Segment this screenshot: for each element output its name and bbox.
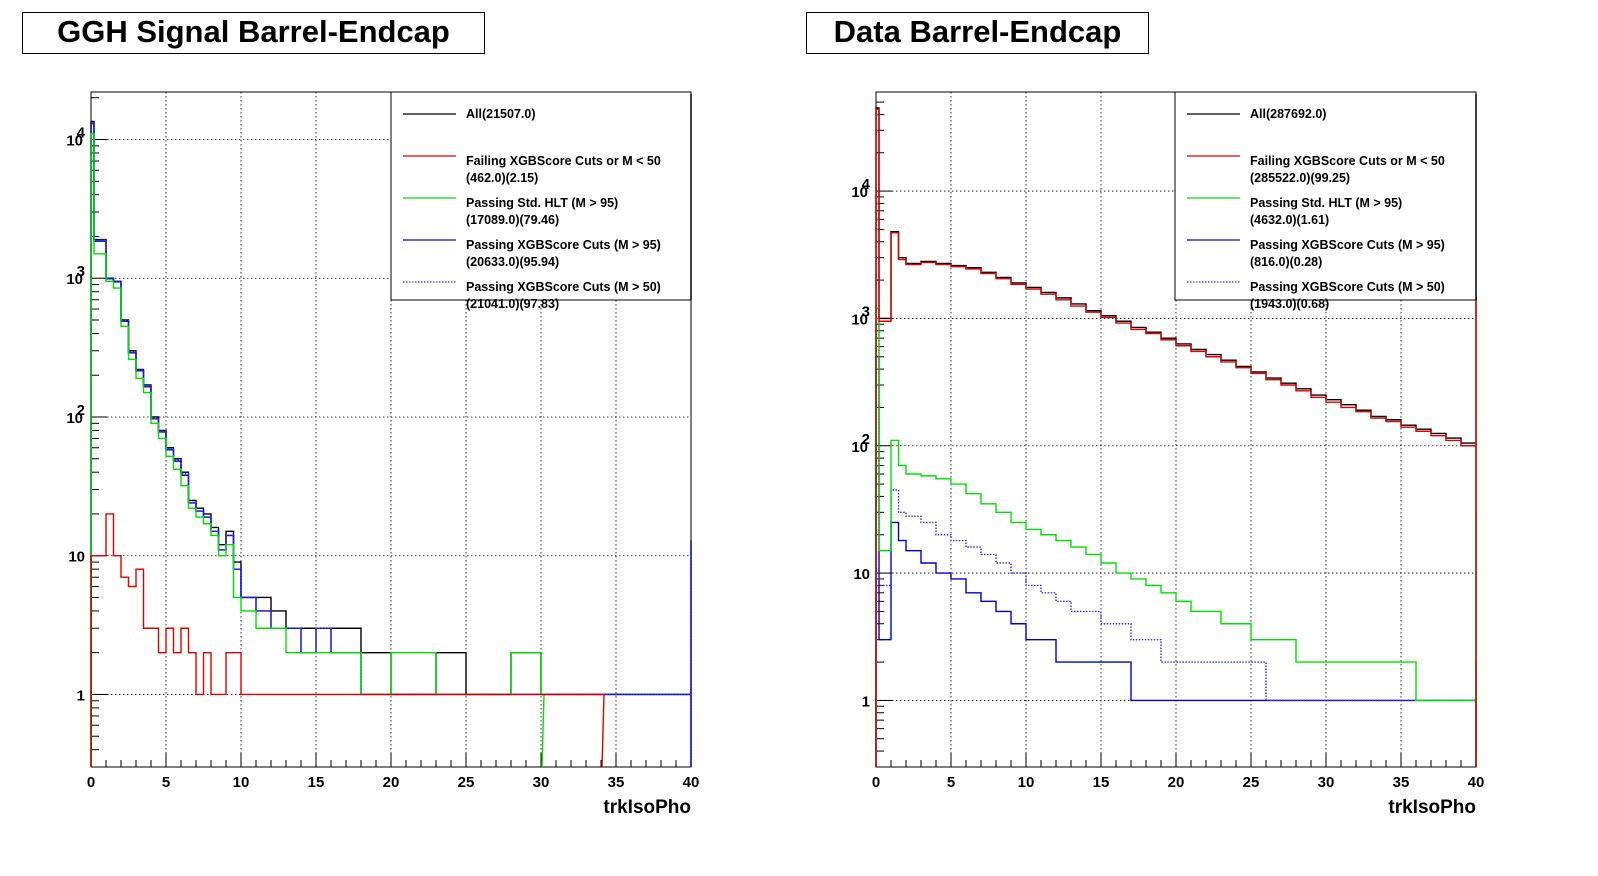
- x-tick-label: 15: [308, 774, 325, 791]
- y-tick-label: 10: [853, 566, 870, 583]
- legend-entry-count: (20633.0)(95.94): [466, 255, 559, 269]
- y-tick-exponent: 4: [862, 176, 871, 193]
- x-tick-label: 35: [608, 774, 625, 791]
- legend-entry-label: All(21507.0): [466, 107, 535, 121]
- y-tick-exponent: 2: [77, 402, 85, 419]
- y-tick-exponent: 2: [862, 431, 870, 448]
- legend-box: All(21507.0) Failing XGBScore Cuts or M <…: [390, 91, 692, 311]
- y-tick-label: 10: [66, 410, 83, 427]
- legend-entry-label: Passing Std. HLT (M > 95): [466, 196, 618, 210]
- x-tick-label: 0: [87, 774, 95, 791]
- x-axis-title: trkIsoPho: [1388, 797, 1476, 818]
- legend-box: All(287692.0) Failing XGBScore Cuts or M …: [1174, 91, 1477, 311]
- series-line-passing-std-hlt: [875, 307, 1477, 767]
- legend-entry-label: Passing Std. HLT (M > 95): [1250, 196, 1402, 210]
- x-tick-label: 5: [162, 774, 170, 791]
- x-tick-label: 25: [1243, 774, 1260, 791]
- x-tick-label: 30: [533, 774, 550, 791]
- legend-entry-count: (21041.0)(97.83): [466, 297, 559, 311]
- y-tick-exponent: 3: [77, 263, 85, 280]
- legend-entry-label: Passing XGBScore Cuts (M > 95): [466, 238, 661, 252]
- legend-entry-count: (816.0)(0.28): [1250, 255, 1322, 269]
- y-tick-label: 10: [66, 271, 83, 288]
- legend-entry-label: Failing XGBScore Cuts or M < 50: [1250, 154, 1445, 168]
- x-tick-label: 40: [1468, 774, 1485, 791]
- x-tick-label: 30: [1318, 774, 1335, 791]
- y-tick-label: 1: [862, 693, 870, 710]
- legend-entry-count: (285522.0)(99.25): [1250, 171, 1350, 185]
- legend-entry-count: (1943.0)(0.68): [1250, 297, 1329, 311]
- y-tick-label: 10: [68, 549, 85, 566]
- x-tick-label: 15: [1093, 774, 1110, 791]
- legend-entry-count: (462.0)(2.15): [466, 171, 538, 185]
- series-line-passing-xgb-50: [875, 323, 1477, 767]
- x-axis-title: trkIsoPho: [603, 797, 691, 818]
- legend-frame: [1174, 91, 1477, 301]
- x-tick-label: 40: [683, 774, 700, 791]
- left-chart-title: GGH Signal Barrel-Endcap: [22, 12, 485, 54]
- legend-entry-label: Passing XGBScore Cuts (M > 50): [1250, 280, 1445, 294]
- series-line-passing-xgb-95: [875, 356, 1477, 767]
- x-tick-label: 25: [458, 774, 475, 791]
- y-tick-label: 10: [851, 439, 868, 456]
- legend-entry-label: Passing XGBScore Cuts (M > 50): [466, 280, 661, 294]
- left-histogram-chart: 0 5 10 15 20 25 30 35 40110102103104trkIsoPhoAll…: [66, 91, 700, 818]
- y-tick-label: 10: [851, 184, 868, 201]
- y-tick-label: 10: [66, 133, 83, 150]
- y-tick-label: 1: [77, 687, 85, 704]
- x-tick-label: 0: [872, 774, 880, 791]
- series-line-failing: [90, 513, 605, 768]
- series-line-failing: [875, 108, 1477, 767]
- y-tick-exponent: 3: [862, 303, 870, 320]
- legend-entry-count: (4632.0)(1.61): [1250, 213, 1329, 227]
- legend-entry-count: (17089.0)(79.46): [466, 213, 559, 227]
- y-tick-label: 10: [851, 311, 868, 328]
- x-tick-label: 20: [1168, 774, 1185, 791]
- x-tick-label: 35: [1393, 774, 1410, 791]
- x-tick-label: 5: [947, 774, 955, 791]
- x-tick-label: 10: [233, 774, 250, 791]
- y-tick-exponent: 4: [77, 125, 86, 142]
- legend-entry-label: Passing XGBScore Cuts (M > 95): [1250, 238, 1445, 252]
- right-chart-title: Data Barrel-Endcap: [806, 12, 1149, 54]
- legend-entry-label: Failing XGBScore Cuts or M < 50: [466, 154, 661, 168]
- x-tick-label: 20: [383, 774, 400, 791]
- legend-entry-label: All(287692.0): [1250, 107, 1326, 121]
- x-tick-label: 10: [1018, 774, 1035, 791]
